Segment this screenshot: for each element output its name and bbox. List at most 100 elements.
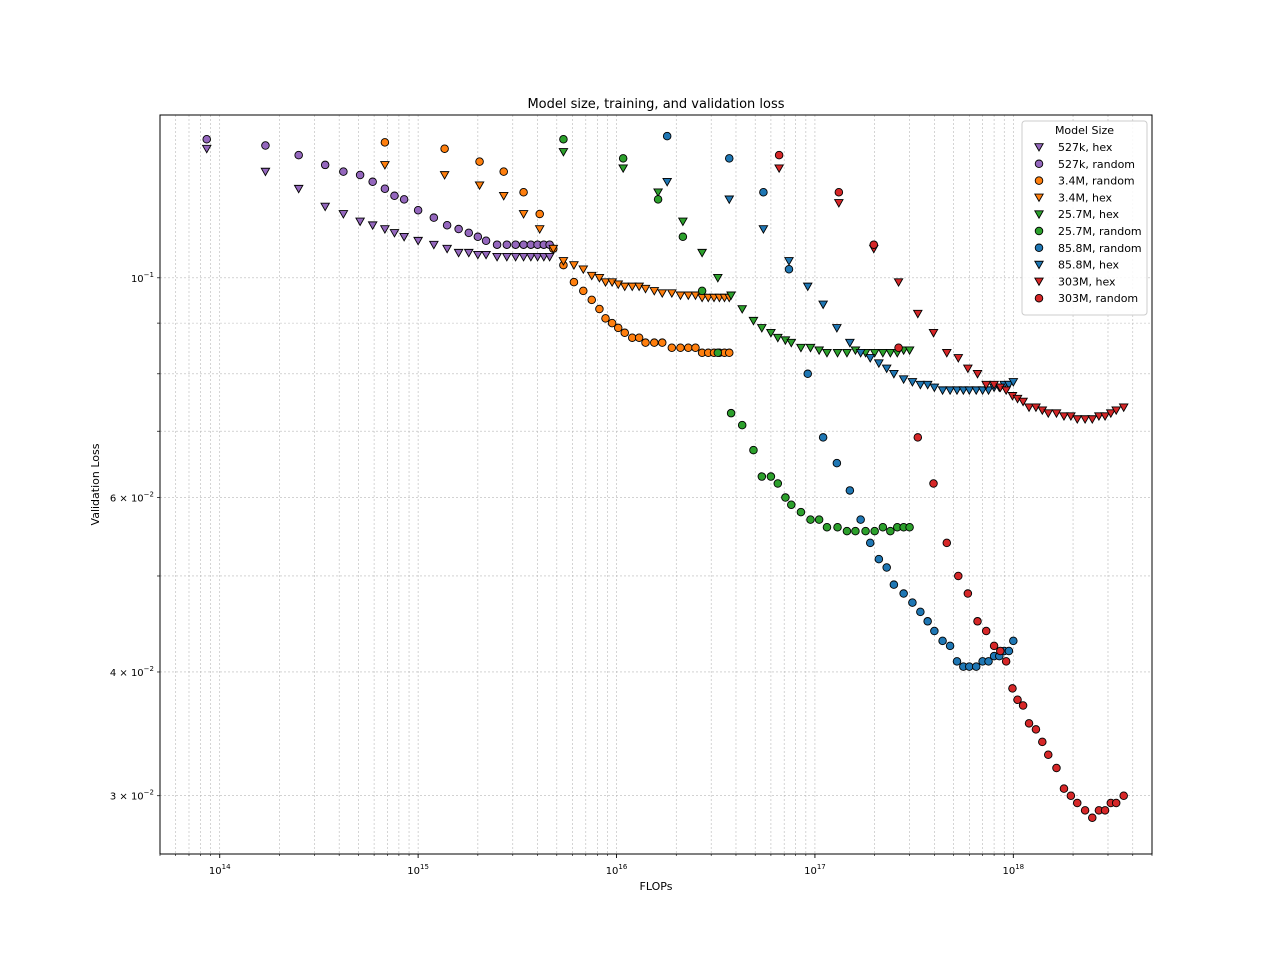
data-point: [1093, 412, 1104, 422]
data-point: [498, 191, 509, 201]
y-tick-mantissa: 6 ×: [110, 494, 131, 505]
data-point: [945, 641, 955, 651]
data-point: [641, 338, 650, 347]
data-point: [971, 662, 981, 671]
data-point: [774, 150, 784, 160]
data-point: [481, 236, 491, 245]
data-point: [851, 526, 860, 536]
data-point: [499, 167, 508, 176]
data-point: [413, 236, 424, 246]
data-point: [260, 167, 271, 177]
data-point: [756, 324, 767, 333]
data-point: [320, 202, 331, 212]
data-point: [389, 229, 400, 238]
data-point: [657, 338, 667, 347]
data-point: [620, 328, 629, 338]
data-point: [1105, 409, 1116, 419]
data-point: [1111, 798, 1121, 808]
legend-label: 527k, hex: [1058, 141, 1113, 154]
data-point: [1111, 406, 1122, 416]
data-point: [380, 138, 390, 147]
x-tick-base: 10: [407, 866, 420, 877]
data-point: [355, 217, 366, 227]
data-point: [984, 657, 993, 666]
data-point: [428, 240, 439, 250]
data-point: [600, 278, 611, 288]
data-point: [913, 433, 923, 442]
data-point: [1031, 725, 1041, 734]
data-point: [492, 253, 503, 262]
data-point: [657, 289, 668, 299]
data-point: [1119, 791, 1128, 800]
data-point: [929, 479, 938, 488]
data-point: [844, 338, 855, 348]
data-point: [320, 160, 330, 170]
data-point: [930, 626, 939, 636]
legend: Model Size 527k, hex 527k, random 3.4M, ra…: [1021, 120, 1148, 316]
data-point: [787, 500, 796, 510]
data-point: [538, 253, 549, 262]
data-point: [942, 538, 952, 548]
data-point: [784, 257, 794, 266]
data-point: [888, 369, 899, 379]
y-tick-exponent: −2: [144, 665, 154, 673]
data-point: [724, 195, 735, 205]
data-point: [619, 282, 630, 292]
data-point: [613, 323, 623, 333]
data-point: [627, 282, 638, 292]
data-point: [368, 177, 377, 187]
legend-label: 303M, random: [1058, 292, 1138, 305]
data-point: [502, 240, 512, 249]
data-point: [662, 131, 672, 141]
data-point: [463, 248, 474, 258]
legend-marker: [1034, 143, 1044, 152]
data-point: [952, 386, 962, 396]
data-point: [1008, 378, 1019, 387]
legend-label: 85.8M, hex: [1058, 259, 1120, 272]
legend-item: 303M, random: [1034, 292, 1138, 305]
x-tick-exponent: 18: [1015, 863, 1024, 871]
data-point: [915, 380, 926, 390]
legend-item: 85.8M, hex: [1034, 259, 1120, 272]
data-point: [842, 526, 852, 536]
data-point: [833, 199, 844, 208]
data-point: [662, 177, 673, 187]
data-point: [814, 346, 825, 356]
x-tick-base: 10: [209, 866, 222, 877]
y-tick-base: 10: [131, 792, 144, 803]
data-point: [202, 134, 211, 144]
data-point: [558, 148, 569, 157]
legend-label: 527k, random: [1058, 158, 1135, 171]
data-point: [818, 300, 829, 310]
x-tick-base: 10: [606, 866, 619, 877]
data-point: [338, 210, 349, 219]
data-point: [834, 188, 844, 197]
series-8: [774, 164, 1129, 425]
data-point: [912, 309, 923, 319]
data-point: [725, 154, 734, 163]
series-6: [662, 131, 1018, 671]
data-point: [916, 607, 925, 617]
data-point: [678, 232, 688, 242]
plot-frame: [159, 114, 1153, 855]
data-point: [559, 134, 568, 144]
data-point: [865, 538, 875, 548]
data-point: [878, 522, 888, 532]
data-point: [784, 265, 794, 274]
data-point: [439, 171, 450, 180]
legend-item: 3.4M, random: [1034, 175, 1135, 188]
data-point: [518, 210, 529, 219]
data-point: [1003, 380, 1014, 390]
data-point: [1118, 403, 1129, 413]
x-tick-label: 1014: [209, 863, 231, 877]
data-point: [945, 386, 956, 396]
data-point: [929, 383, 940, 393]
data-point: [440, 144, 449, 153]
data-point: [905, 522, 914, 532]
series-9: [774, 150, 1128, 823]
data-point: [870, 526, 879, 536]
series-3: [379, 161, 735, 303]
data-point: [855, 348, 866, 358]
data-point: [865, 354, 876, 363]
legend-marker: [1034, 293, 1044, 303]
